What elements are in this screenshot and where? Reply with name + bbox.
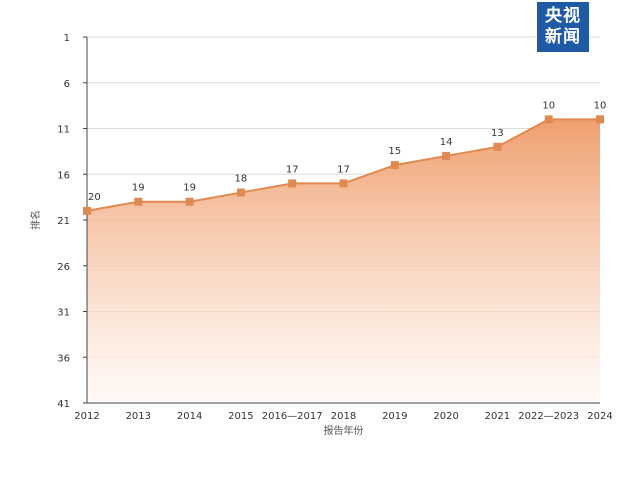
x-tick-label: 2015 bbox=[228, 411, 253, 422]
x-tick-label: 2022—2023 bbox=[518, 411, 579, 422]
data-point bbox=[544, 115, 553, 124]
logo-line-1: 央视 bbox=[545, 6, 581, 26]
logo-line-2: 新闻 bbox=[545, 27, 581, 47]
area-shape bbox=[87, 119, 600, 403]
data-point bbox=[134, 197, 143, 206]
y-tick-label: 21 bbox=[57, 216, 70, 227]
data-label: 15 bbox=[388, 146, 401, 157]
data-label: 10 bbox=[594, 100, 607, 111]
x-tick-label: 2024 bbox=[587, 411, 612, 422]
y-axis-title: 排名 bbox=[29, 210, 42, 230]
y-tick-label: 36 bbox=[57, 353, 70, 364]
x-tick-label: 2012 bbox=[74, 411, 99, 422]
data-label: 19 bbox=[183, 183, 196, 194]
data-label: 10 bbox=[542, 100, 555, 111]
data-label: 19 bbox=[132, 183, 145, 194]
data-point bbox=[390, 161, 399, 170]
x-tick-labels: 2012 2013 2014 2015 2016—2017 2018 2019 2020 202… bbox=[74, 411, 612, 422]
x-axis-title: 报告年份 bbox=[324, 424, 364, 437]
cctv-news-logo: 央视 新闻 bbox=[537, 2, 589, 52]
data-label: 18 bbox=[235, 174, 248, 185]
data-point bbox=[339, 179, 348, 188]
data-point bbox=[236, 188, 245, 197]
y-tick-label: 6 bbox=[64, 79, 70, 90]
x-tick-label: 2021 bbox=[485, 411, 510, 422]
area-fill bbox=[87, 119, 600, 403]
data-point bbox=[493, 142, 502, 151]
data-point bbox=[83, 206, 91, 215]
x-tick-label: 2016—2017 bbox=[262, 411, 323, 422]
data-label: 20 bbox=[88, 192, 101, 203]
y-tick-label: 41 bbox=[57, 399, 70, 410]
data-point bbox=[596, 115, 604, 124]
data-point bbox=[288, 179, 297, 188]
data-label: 14 bbox=[440, 137, 453, 148]
y-tick-label: 16 bbox=[57, 170, 70, 181]
x-tick-label: 2019 bbox=[382, 411, 407, 422]
data-point bbox=[185, 197, 194, 206]
data-label: 17 bbox=[337, 164, 350, 175]
data-markers bbox=[83, 115, 604, 215]
data-label: 17 bbox=[286, 164, 299, 175]
x-tick-label: 2014 bbox=[177, 411, 202, 422]
y-tick-label: 31 bbox=[57, 308, 70, 319]
y-tick-label: 26 bbox=[57, 262, 70, 273]
y-tick-label: 11 bbox=[57, 125, 70, 136]
x-tick-label: 2018 bbox=[331, 411, 356, 422]
data-labels: 20 19 19 18 17 17 15 14 13 10 10 bbox=[88, 100, 606, 203]
y-tick-label: 1 bbox=[64, 33, 70, 44]
data-label: 13 bbox=[491, 128, 504, 139]
x-tick-label: 2020 bbox=[433, 411, 458, 422]
x-tick-label: 2013 bbox=[126, 411, 151, 422]
axes bbox=[83, 36, 600, 404]
data-point bbox=[442, 151, 451, 160]
